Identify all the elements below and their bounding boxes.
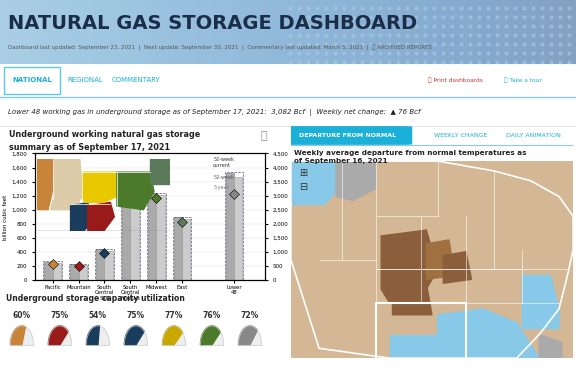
Text: ⤓: ⤓ bbox=[260, 131, 267, 141]
Polygon shape bbox=[522, 276, 559, 329]
Polygon shape bbox=[10, 326, 33, 345]
Polygon shape bbox=[392, 283, 432, 315]
Bar bbox=[43, 262, 62, 280]
Text: COMMENTARY: COMMENTARY bbox=[112, 77, 160, 83]
Text: NATURAL GAS STORAGE DASHBOARD: NATURAL GAS STORAGE DASHBOARD bbox=[8, 14, 417, 33]
Polygon shape bbox=[381, 230, 438, 303]
Text: 🖨 Print dashboards: 🖨 Print dashboards bbox=[427, 78, 483, 83]
Text: 60%: 60% bbox=[13, 311, 31, 320]
Text: Underground storage capacity utilization: Underground storage capacity utilization bbox=[6, 294, 185, 303]
Y-axis label: billion cubic feet: billion cubic feet bbox=[3, 194, 9, 240]
Polygon shape bbox=[162, 326, 185, 345]
Polygon shape bbox=[291, 161, 342, 204]
Polygon shape bbox=[48, 326, 71, 345]
Polygon shape bbox=[124, 326, 147, 345]
Text: Lower 48 working gas in underground storage as of September 17, 2021:  3,082 Bcf: Lower 48 working gas in underground stor… bbox=[8, 109, 420, 116]
Polygon shape bbox=[200, 326, 221, 345]
Polygon shape bbox=[86, 326, 100, 345]
Text: ⊞: ⊞ bbox=[300, 168, 308, 178]
Bar bbox=[69, 264, 88, 280]
Bar bbox=[130, 196, 139, 280]
Bar bbox=[174, 217, 182, 280]
Bar bbox=[44, 262, 52, 280]
Polygon shape bbox=[539, 335, 562, 358]
Text: Weekly average departure from normal temperatures as
of September 16, 2021: Weekly average departure from normal tem… bbox=[294, 150, 526, 164]
Polygon shape bbox=[37, 159, 55, 210]
Polygon shape bbox=[162, 326, 183, 345]
Polygon shape bbox=[48, 326, 68, 345]
Text: 77%: 77% bbox=[165, 311, 183, 320]
Text: 54%: 54% bbox=[89, 311, 107, 320]
Bar bbox=[147, 193, 165, 280]
Polygon shape bbox=[238, 326, 262, 345]
Text: 75%: 75% bbox=[127, 311, 145, 320]
Polygon shape bbox=[88, 202, 114, 231]
Bar bbox=[95, 249, 114, 280]
Text: ⊟: ⊟ bbox=[300, 182, 308, 192]
Polygon shape bbox=[336, 161, 376, 200]
Polygon shape bbox=[426, 240, 454, 279]
FancyBboxPatch shape bbox=[282, 126, 412, 145]
Bar bbox=[173, 217, 191, 280]
Text: NATIONAL: NATIONAL bbox=[12, 77, 52, 83]
Bar bbox=[182, 219, 191, 280]
Text: 72%: 72% bbox=[241, 311, 259, 320]
Polygon shape bbox=[117, 172, 154, 210]
Polygon shape bbox=[444, 252, 472, 283]
Text: ⦿ Take a tour: ⦿ Take a tour bbox=[504, 78, 542, 83]
Text: 52-week: 52-week bbox=[213, 175, 234, 180]
Bar bbox=[52, 263, 61, 280]
Bar bbox=[4, 67, 60, 94]
Bar bbox=[225, 172, 243, 280]
Text: DAILY ANIMATION: DAILY ANIMATION bbox=[506, 133, 561, 138]
Bar bbox=[121, 192, 139, 280]
Bar bbox=[122, 192, 130, 280]
Text: 5-year: 5-year bbox=[213, 185, 229, 190]
Polygon shape bbox=[124, 326, 144, 345]
Text: 75%: 75% bbox=[51, 311, 69, 320]
Polygon shape bbox=[70, 202, 93, 231]
Polygon shape bbox=[238, 326, 257, 345]
Text: REGIONAL: REGIONAL bbox=[67, 77, 103, 83]
Text: summary as of September 17, 2021: summary as of September 17, 2021 bbox=[9, 143, 170, 152]
Bar bbox=[148, 193, 156, 280]
Text: Dashboard last updated: September 23, 2021  |  Next update: September 30, 2021  : Dashboard last updated: September 23, 20… bbox=[8, 45, 432, 52]
Bar bbox=[70, 264, 78, 280]
Polygon shape bbox=[10, 326, 25, 345]
Bar bbox=[156, 195, 165, 280]
Polygon shape bbox=[389, 335, 438, 358]
Polygon shape bbox=[51, 159, 82, 210]
Text: Underground working natural gas storage: Underground working natural gas storage bbox=[9, 130, 200, 139]
Polygon shape bbox=[438, 309, 539, 358]
Bar bbox=[104, 251, 113, 280]
Bar bbox=[96, 249, 104, 280]
Text: 52-week
current: 52-week current bbox=[213, 157, 234, 168]
Text: DEPARTURE FROM NORMAL: DEPARTURE FROM NORMAL bbox=[299, 133, 396, 138]
Polygon shape bbox=[200, 326, 223, 345]
Bar bbox=[78, 265, 87, 280]
Text: WEEKLY CHANGE: WEEKLY CHANGE bbox=[434, 133, 487, 138]
Polygon shape bbox=[86, 326, 109, 345]
Bar bbox=[226, 173, 234, 280]
Text: 76%: 76% bbox=[203, 311, 221, 320]
Polygon shape bbox=[82, 172, 120, 202]
Polygon shape bbox=[150, 159, 170, 184]
Bar bbox=[234, 177, 242, 280]
